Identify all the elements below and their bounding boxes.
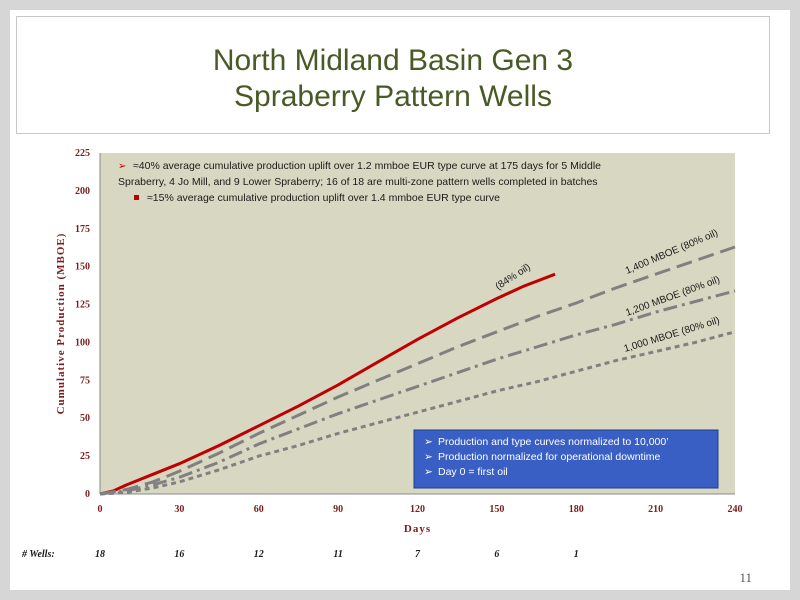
note-arrow: ➢ xyxy=(424,466,433,478)
x-tick-label: 120 xyxy=(410,504,425,515)
x-tick-label: 30 xyxy=(174,504,184,515)
x-tick-label: 0 xyxy=(98,504,103,515)
annotation-bullet-1: ≈40% average cumulative production uplif… xyxy=(118,160,601,188)
x-tick-label: 90 xyxy=(333,504,343,515)
note-text: Production normalized for operational do… xyxy=(438,451,661,463)
note-arrow: ➢ xyxy=(424,436,433,448)
wells-count: 6 xyxy=(494,549,499,560)
title-line-1: North Midland Basin Gen 3 xyxy=(212,44,574,77)
slide-title: North Midland Basin Gen 3 Spraberry Patt… xyxy=(17,43,769,115)
annotation-bullet-1-line-2: Spraberry, 4 Jo Mill, and 9 Lower Sprabe… xyxy=(118,176,598,188)
wells-count: 1 xyxy=(574,549,579,560)
x-axis-label: Days xyxy=(404,523,431,535)
series-line-0 xyxy=(99,272,556,496)
y-tick-label: 25 xyxy=(80,451,90,462)
bullet-square-2 xyxy=(134,195,139,200)
y-tick-label: 0 xyxy=(85,489,90,500)
notes-box xyxy=(413,429,719,489)
y-tick-label: 75 xyxy=(80,375,90,386)
y-axis-label: Cumulative Production (MBOE) xyxy=(55,233,67,415)
wells-count: 11 xyxy=(333,549,342,560)
x-tick-label: 60 xyxy=(254,504,264,515)
note-text: Production and type curves normalized to… xyxy=(438,436,669,448)
x-tick-label: 150 xyxy=(489,504,504,515)
annotation-bullet-2: ≈15% average cumulative production uplif… xyxy=(147,192,500,204)
y-tick-label: 150 xyxy=(75,262,90,273)
x-tick-label: 210 xyxy=(648,504,663,515)
y-tick-label: 200 xyxy=(75,186,90,197)
series-line-1 xyxy=(99,245,736,496)
title-line-2: Spraberry Pattern Wells xyxy=(234,80,552,113)
annotation-bullet-1-line-1: ≈40% average cumulative production uplif… xyxy=(133,160,601,172)
wells-count: 18 xyxy=(95,549,105,560)
y-tick-label: 100 xyxy=(75,337,90,348)
x-tick-label: 180 xyxy=(569,504,584,515)
wells-count: 7 xyxy=(415,549,421,560)
y-tick-label: 225 xyxy=(75,148,90,159)
x-tick-label: 240 xyxy=(728,504,743,515)
series-line-3 xyxy=(99,330,736,496)
bullet-arrow-1: ➢ xyxy=(118,161,126,172)
y-tick-label: 175 xyxy=(75,224,90,235)
title-box: North Midland Basin Gen 3 Spraberry Patt… xyxy=(16,16,770,134)
wells-count: 16 xyxy=(174,549,184,560)
note-text: Day 0 = first oil xyxy=(438,466,508,478)
wells-count: 12 xyxy=(254,549,264,560)
y-tick-label: 50 xyxy=(80,413,90,424)
note-arrow: ➢ xyxy=(424,451,433,463)
wells-label: # Wells: xyxy=(21,549,55,560)
page-number: 11 xyxy=(739,570,752,585)
series-line-2 xyxy=(99,289,736,496)
y-tick-label: 125 xyxy=(75,300,90,311)
